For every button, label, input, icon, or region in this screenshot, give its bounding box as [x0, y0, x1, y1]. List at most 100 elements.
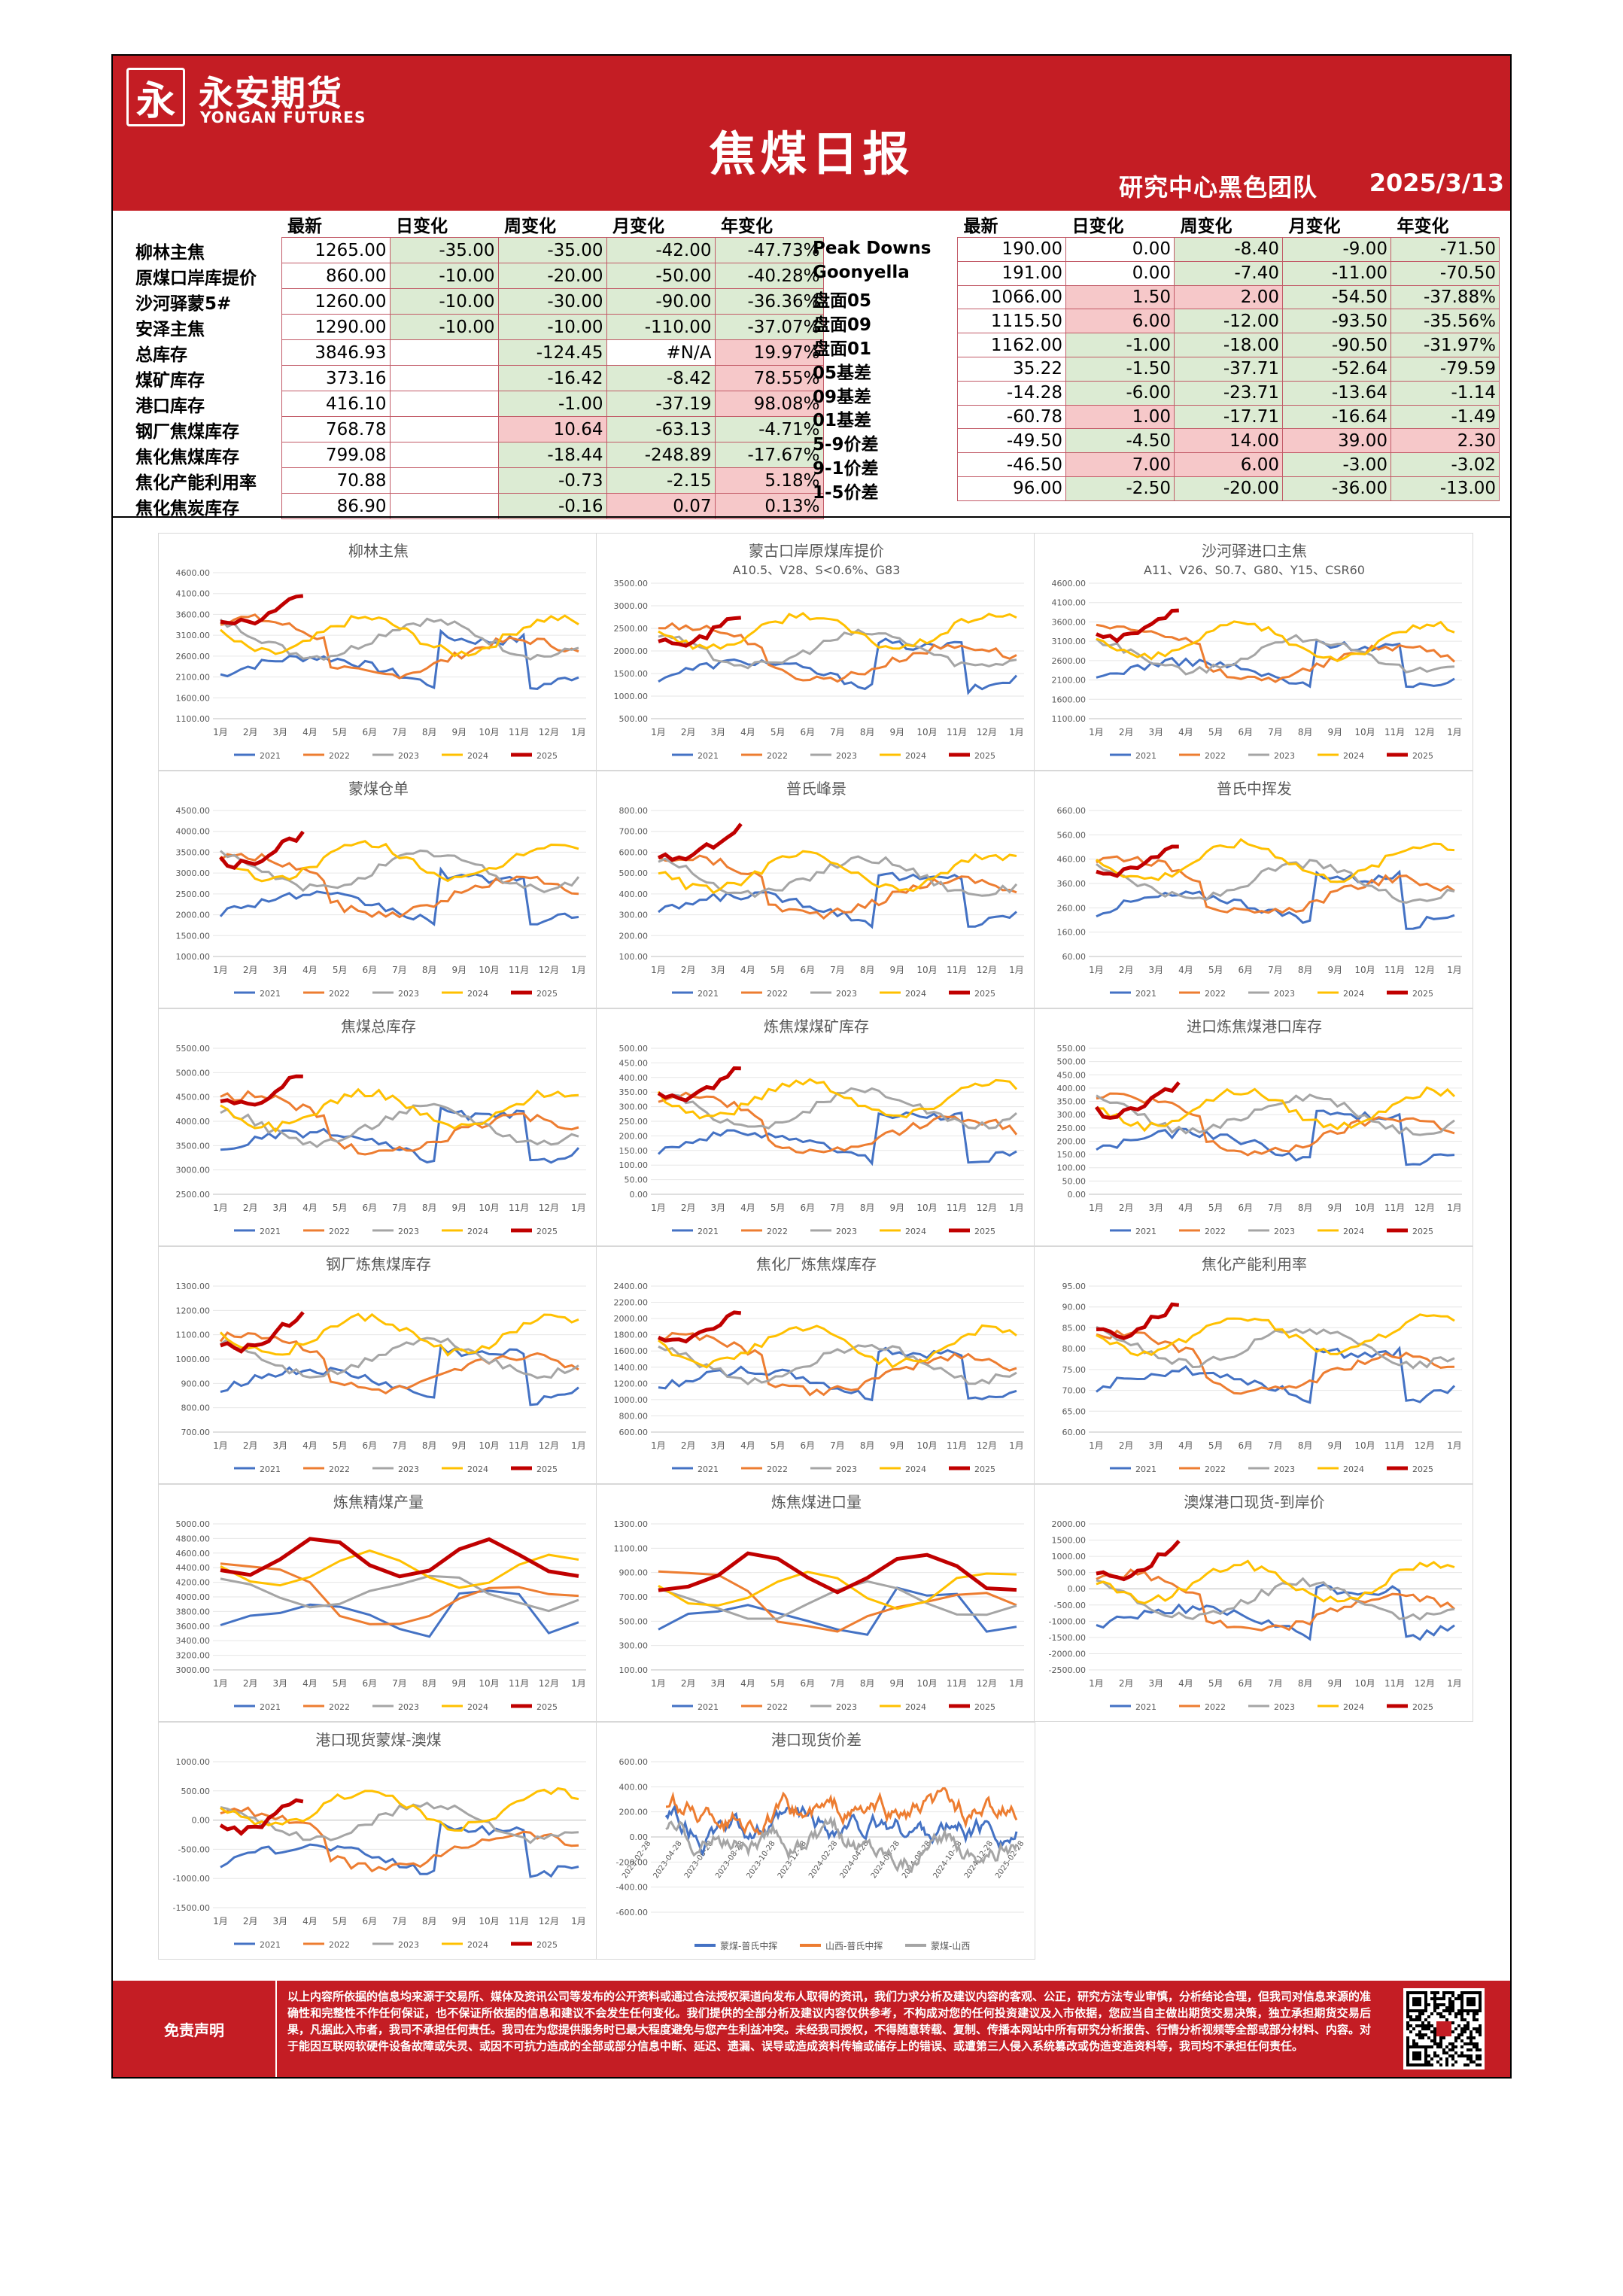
legend-label: 2021	[698, 1227, 719, 1236]
chart-svg: 柳林主焦 1100.00 1600.00 2100.00 2600.00 3100.00 3…	[176, 542, 586, 761]
table-cell: -10.00	[389, 263, 499, 289]
y-tick-label: 1800.00	[614, 1330, 649, 1340]
x-tick-label: 10月	[916, 727, 937, 737]
y-tick-label: 2000.00	[176, 911, 211, 920]
table-cell: 1290.00	[281, 314, 391, 340]
x-tick-label: 1月	[1089, 1678, 1104, 1689]
x-tick-label: 4月	[740, 1203, 755, 1213]
y-tick-label: 100.00	[619, 1160, 649, 1170]
x-tick-label: 6月	[363, 1916, 378, 1927]
y-tick-label: 4500.00	[176, 806, 211, 816]
x-tick-label: 1月	[1089, 727, 1104, 737]
legend-label: 2021	[698, 989, 719, 999]
y-tick-label: 500.00	[619, 1044, 649, 1054]
legend-label: 2024	[905, 989, 926, 999]
chart-title: 焦化厂炼焦煤库存	[756, 1255, 877, 1273]
chart-svg: 炼焦煤煤矿库存 0.00 50.00 100.00 150.00 200.00 250.00…	[619, 1017, 1024, 1236]
legend-label: 2021	[698, 1702, 719, 1712]
x-tick-label: 12月	[977, 965, 997, 975]
chart-title: 港口现货蒙煤-澳煤	[315, 1731, 441, 1749]
chart-title: 沙河驿进口主焦	[1202, 542, 1307, 560]
x-tick-label: 9月	[1328, 1203, 1343, 1213]
x-tick-label: 6月	[1239, 965, 1254, 975]
table-cell: -14.28	[957, 380, 1066, 406]
y-tick-label: 600.00	[619, 1428, 649, 1437]
table-row: 焦化焦炭库存 86.90 -0.16 0.07 0.13%	[134, 493, 824, 519]
table-cell: -6.00	[1065, 380, 1175, 406]
chart-title: 港口现货价差	[771, 1731, 862, 1749]
x-tick-label: 8月	[860, 1203, 875, 1213]
x-tick-label: 8月	[1298, 965, 1313, 975]
y-tick-label: 3000.00	[176, 1665, 211, 1675]
x-tick-label: 1月	[1009, 727, 1024, 737]
table-cell: 96.00	[957, 476, 1066, 501]
series-line	[658, 1580, 1017, 1620]
x-tick-label: 10月	[1354, 1203, 1375, 1213]
y-tick-label: 4100.00	[1052, 598, 1087, 608]
y-tick-label: 4200.00	[176, 1578, 211, 1588]
x-tick-label: 1月	[1009, 965, 1024, 975]
x-tick-label: 9月	[452, 965, 467, 975]
table-row: -60.78 1.00 -17.71 -16.64 -1.49	[957, 404, 1500, 430]
x-tick-label: 5月	[333, 1678, 348, 1689]
x-tick-label: 2024-06-28	[870, 1839, 901, 1880]
y-tick-label: 2600.00	[176, 652, 211, 661]
disclaimer-title: 免责声明	[113, 1981, 277, 2077]
table-cell: 6.00	[1065, 309, 1175, 334]
x-tick-label: 11月	[1384, 1440, 1405, 1451]
yongan-logo: 永 永安期货 YONGAN FUTURES	[126, 68, 367, 126]
table-row: 安泽主焦 1290.00 -10.00 -10.00 -110.00 -37.07%	[134, 314, 824, 340]
legend-label: 2022	[1205, 751, 1226, 761]
x-tick-label: 12月	[977, 1678, 997, 1689]
table-cell: -17.71	[1174, 404, 1283, 430]
x-tick-label: 12月	[977, 1440, 997, 1451]
chart-svg: 港口现货价差 -600.00 -400.00 -200.00 0.00 200.00 400…	[616, 1731, 1026, 1951]
series-line	[658, 1346, 1017, 1402]
x-tick-label: 12月	[1415, 727, 1435, 737]
series-line	[1096, 1329, 1455, 1395]
y-tick-label: -2000.00	[1049, 1649, 1086, 1659]
legend-label: 2024	[467, 751, 488, 761]
legend-label: 2023	[836, 989, 857, 999]
x-tick-label: 8月	[422, 1203, 437, 1213]
x-tick-label: 2月	[243, 1678, 258, 1689]
x-tick-label: 4月	[1178, 727, 1193, 737]
x-tick-label: 8月	[860, 1678, 875, 1689]
x-tick-label: 6月	[1239, 1203, 1254, 1213]
legend-label: 2025	[974, 1464, 995, 1474]
table-cell: -1.00	[497, 391, 607, 417]
y-tick-label: 4600.00	[176, 568, 211, 578]
table-cell: #N/A	[606, 339, 716, 366]
chart-panel: 焦煤总库存 2500.00 3000.00 3500.00 4000.00 4500.00…	[158, 1008, 597, 1246]
series-line	[658, 850, 1017, 895]
table-row: -46.50 7.00 6.00 -3.00 -3.02	[957, 452, 1500, 477]
y-tick-label: 500.00	[619, 714, 649, 724]
y-tick-label: 1500.00	[614, 669, 649, 679]
x-tick-label: 4月	[302, 1916, 318, 1927]
legend-label: 2022	[767, 1464, 788, 1474]
chart-svg: 焦化厂炼焦煤库存 600.00 800.00 1000.00 1200.00 1400.0…	[614, 1255, 1024, 1474]
x-tick-label: 11月	[509, 1678, 529, 1689]
x-tick-label: 9月	[452, 1678, 467, 1689]
table-cell: -31.97%	[1390, 333, 1500, 357]
y-tick-label: 200.00	[619, 931, 649, 941]
x-tick-label: 7月	[830, 1440, 845, 1451]
x-tick-label: 1月	[651, 1678, 666, 1689]
y-tick-label: 2500.00	[176, 1190, 211, 1200]
col-header: 最新	[287, 217, 322, 236]
y-tick-label: 60.00	[1062, 952, 1087, 962]
legend-label: 2025	[536, 1227, 558, 1236]
legend-label: 2022	[767, 989, 788, 999]
x-tick-label: 7月	[1268, 965, 1283, 975]
legend-label: 2022	[767, 1227, 788, 1236]
row-label: 安泽主焦	[135, 319, 205, 339]
x-tick-label: 9月	[1328, 965, 1343, 975]
x-tick-label: 1月	[213, 1203, 228, 1213]
y-tick-label: 800.00	[619, 806, 649, 816]
series-line	[220, 1074, 303, 1107]
chart-panel: 沙河驿进口主焦 A11、V26、S0.7、G80、Y15、CSR60 1100.00…	[1034, 533, 1473, 771]
legend-label: 2023	[836, 1702, 857, 1712]
table-cell: -13.64	[1282, 380, 1391, 406]
x-tick-label: 5月	[333, 1203, 348, 1213]
chart-panel: 焦化产能利用率 60.00 65.00 70.00 75.00 80.00 85.00 90.…	[1034, 1246, 1473, 1484]
